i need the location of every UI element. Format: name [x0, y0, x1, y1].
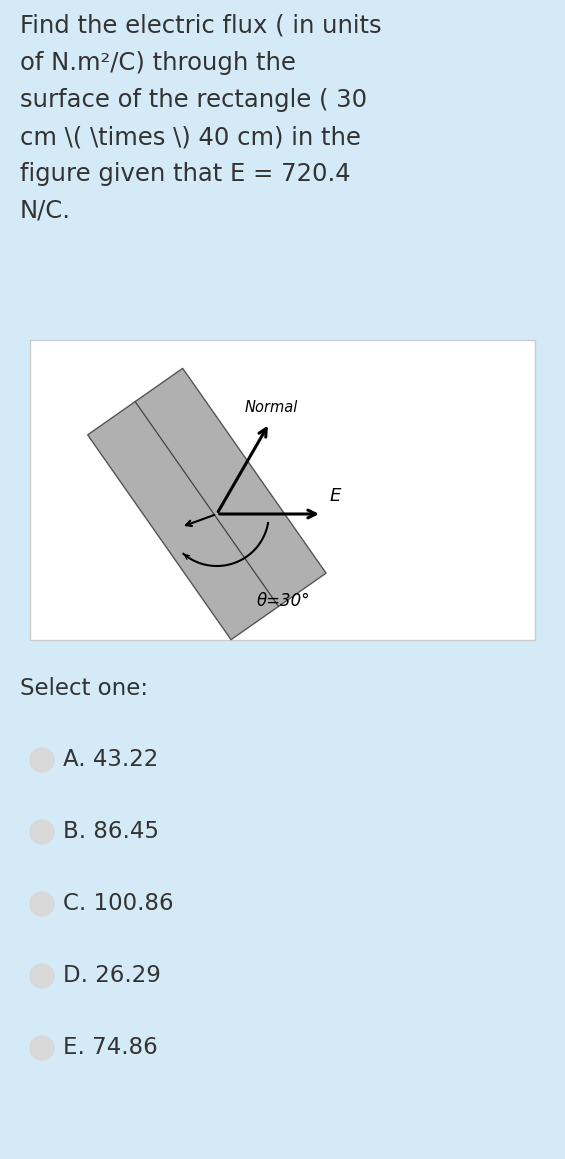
Text: surface of the rectangle ( 30: surface of the rectangle ( 30	[20, 88, 367, 112]
Text: θ=30°: θ=30°	[257, 592, 311, 610]
Text: B. 86.45: B. 86.45	[63, 821, 159, 844]
Text: Select one:: Select one:	[20, 677, 148, 700]
Circle shape	[30, 892, 54, 916]
Text: A. 43.22: A. 43.22	[63, 749, 158, 772]
Text: N/C.: N/C.	[20, 199, 71, 223]
Text: of N.m²/C) through the: of N.m²/C) through the	[20, 51, 296, 75]
Text: E. 74.86: E. 74.86	[63, 1036, 158, 1059]
Text: D. 26.29: D. 26.29	[63, 964, 161, 987]
Text: C. 100.86: C. 100.86	[63, 892, 173, 916]
Polygon shape	[88, 369, 326, 640]
Circle shape	[30, 748, 54, 772]
Text: Find the electric flux ( in units: Find the electric flux ( in units	[20, 14, 381, 38]
Circle shape	[30, 964, 54, 987]
Text: E: E	[330, 487, 341, 505]
Text: figure given that E = 720.4: figure given that E = 720.4	[20, 162, 351, 185]
Circle shape	[30, 1036, 54, 1060]
Text: Normal: Normal	[244, 400, 298, 415]
Bar	[30, 340, 535, 640]
Text: cm \( \times \) 40 cm) in the: cm \( \times \) 40 cm) in the	[20, 125, 361, 150]
Circle shape	[30, 821, 54, 844]
